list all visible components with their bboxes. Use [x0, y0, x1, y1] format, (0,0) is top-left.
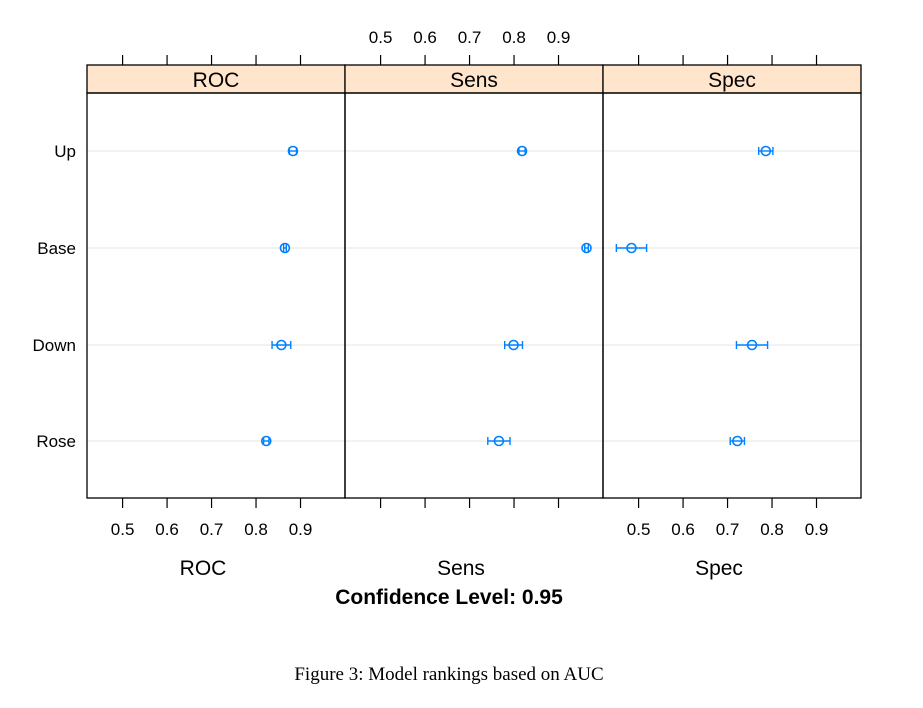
point-roc-rose	[260, 435, 272, 447]
panel-title-sens: Sens	[450, 69, 498, 92]
tick-label-top-sens-1: 0.6	[413, 28, 437, 47]
dotplot-chart: ROC 0.5 0.6 0.7 0.8 0.9 ROC Sens 0.5 0.6 0.7 0.8 0.9…	[33, 28, 862, 609]
point-roc-up	[287, 145, 299, 157]
tick-label-bottom-spec-4: 0.9	[805, 520, 829, 539]
axis-title-roc: ROC	[180, 557, 227, 580]
row-label-down: Down	[33, 336, 76, 355]
tick-label-bottom-roc-4: 0.9	[289, 520, 313, 539]
tick-label-bottom-spec-3: 0.8	[760, 520, 784, 539]
tick-label-top-sens-3: 0.8	[502, 28, 526, 47]
tick-label-bottom-roc-0: 0.5	[111, 520, 135, 539]
tick-label-top-sens-4: 0.9	[547, 28, 571, 47]
point-sens-down	[508, 339, 519, 351]
point-roc-down	[276, 339, 287, 351]
panel-frame-sens	[344, 92, 604, 499]
panel-frame-roc	[86, 92, 346, 499]
strip-spec	[602, 64, 862, 94]
tick-label-bottom-roc-2: 0.7	[200, 520, 224, 539]
point-spec-rose	[732, 435, 743, 447]
point-spec-down	[746, 339, 758, 351]
panel-title-spec: Spec	[708, 69, 756, 92]
strip-roc	[86, 64, 346, 94]
tick-label-bottom-spec-1: 0.6	[671, 520, 695, 539]
tick-label-bottom-spec-0: 0.5	[627, 520, 651, 539]
confidence-level-title: Confidence Level: 0.95	[335, 586, 563, 609]
figure-caption: Figure 3: Model rankings based on AUC	[294, 664, 604, 685]
tick-label-top-sens-2: 0.7	[458, 28, 482, 47]
tick-label-bottom-spec-2: 0.7	[716, 520, 740, 539]
row-label-rose: Rose	[36, 432, 76, 451]
point-roc-base	[279, 242, 291, 254]
point-spec-up	[760, 145, 772, 157]
panel-frame-spec	[602, 92, 862, 499]
row-label-base: Base	[37, 239, 76, 258]
point-sens-rose	[493, 435, 505, 447]
axis-title-sens: Sens	[437, 557, 485, 580]
row-label-up: Up	[54, 142, 76, 161]
strip-sens	[344, 64, 604, 94]
tick-label-bottom-roc-3: 0.8	[244, 520, 268, 539]
axis-title-spec: Spec	[695, 557, 743, 580]
point-spec-base	[626, 242, 637, 254]
panel-title-roc: ROC	[193, 69, 240, 92]
tick-label-bottom-roc-1: 0.6	[155, 520, 179, 539]
tick-label-top-sens-0: 0.5	[369, 28, 393, 47]
point-sens-up	[516, 145, 528, 157]
point-sens-base	[581, 242, 592, 254]
